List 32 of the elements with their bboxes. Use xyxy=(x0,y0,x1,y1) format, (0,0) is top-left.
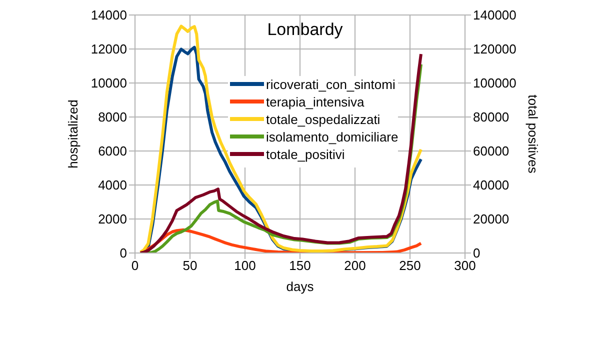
x-tick-label: 250 xyxy=(399,258,421,274)
x-tick-label: 0 xyxy=(131,258,139,274)
y-tick-label: 4000 xyxy=(98,178,127,193)
y2-tick-label: 20000 xyxy=(473,212,510,227)
x-axis-title: days xyxy=(286,279,314,294)
y-axis-title: hospitalized xyxy=(66,100,81,168)
x-tick-label: 200 xyxy=(344,258,366,274)
y2-tick-label: 140000 xyxy=(473,8,516,23)
x-tick-label: 300 xyxy=(454,258,476,274)
y-tick-label: 2000 xyxy=(98,212,127,227)
legend-label: totale_positivi xyxy=(266,147,345,162)
chart-title: Lombardy xyxy=(267,20,344,39)
y2-tick-label: 100000 xyxy=(473,76,516,91)
legend-label: terapia_intensiva xyxy=(266,94,366,110)
x-tick-label: 150 xyxy=(289,258,311,274)
x-tick-label: 100 xyxy=(234,258,256,274)
y2-tick-label: 40000 xyxy=(473,178,510,193)
y2-tick-label: 120000 xyxy=(473,42,516,57)
y-tick-label: 12000 xyxy=(90,42,127,57)
y-tick-label: 8000 xyxy=(98,110,127,125)
legend-label: isolamento_domiciliare xyxy=(266,130,398,144)
y2-tick-label: 0 xyxy=(473,246,480,261)
y2-tick-label: 60000 xyxy=(473,144,510,159)
y-tick-label: 6000 xyxy=(98,144,127,159)
y-tick-label: 10000 xyxy=(90,76,127,91)
y2-tick-label: 80000 xyxy=(473,110,510,125)
legend-label: totale_ospedalizzati xyxy=(266,112,380,127)
legend-label: ricoverati_con_sintomi xyxy=(266,77,396,92)
y2-axis-title: total positives xyxy=(525,94,540,174)
x-tick-label: 50 xyxy=(182,258,198,274)
y-tick-label: 14000 xyxy=(90,8,127,23)
y-tick-label: 0 xyxy=(120,246,127,261)
